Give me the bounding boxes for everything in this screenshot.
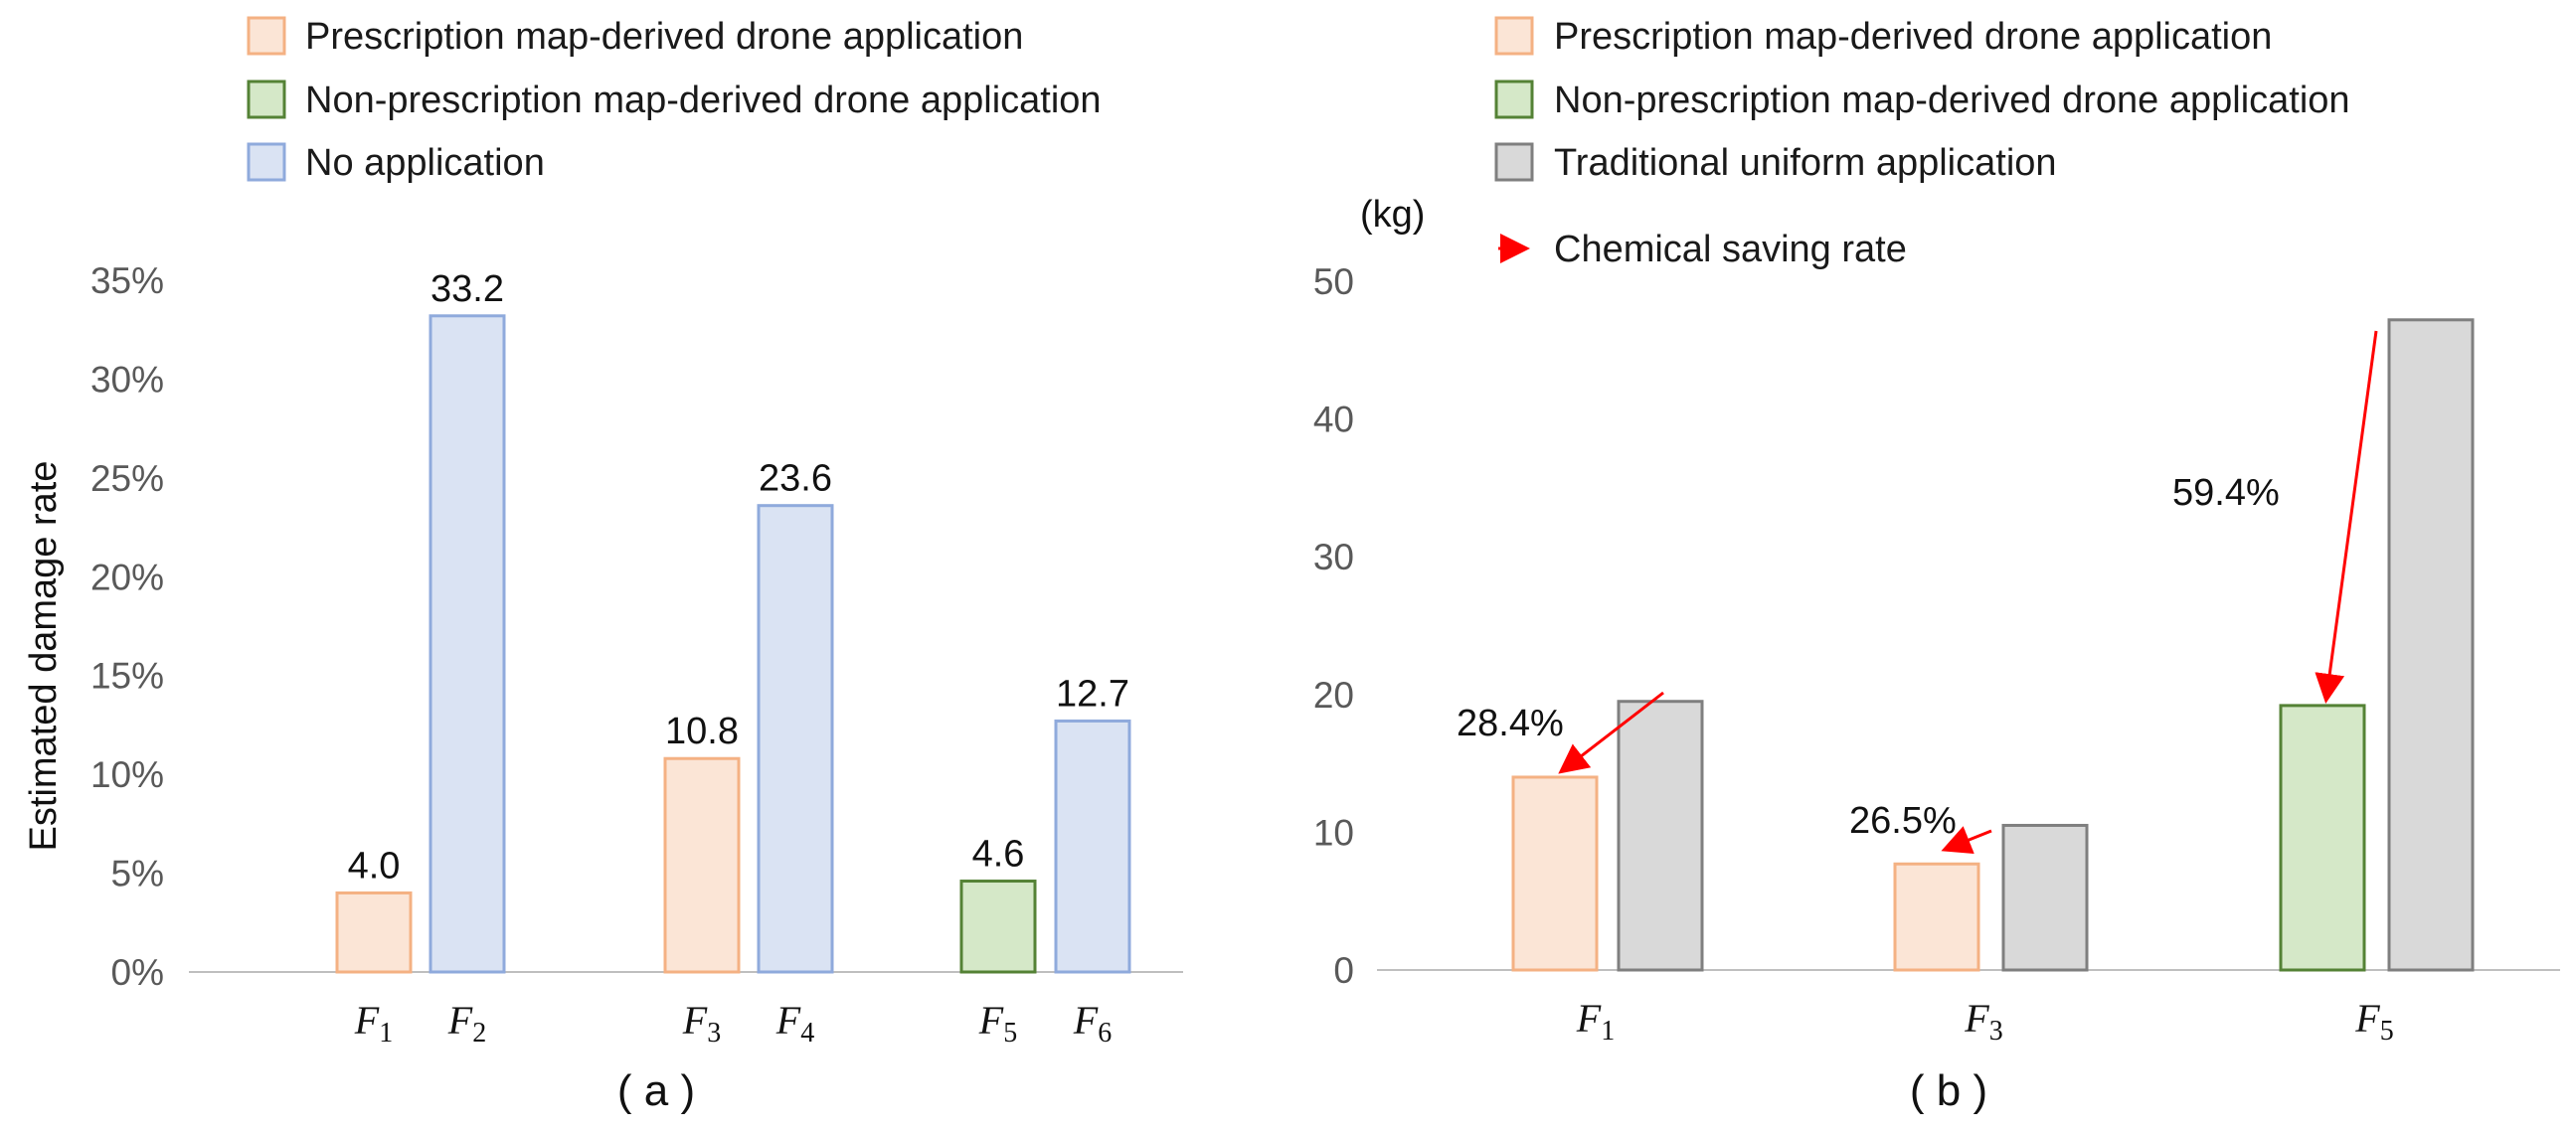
legend-swatch-nonprescription <box>1494 80 1534 119</box>
legend-swatch-uniform <box>1494 142 1534 182</box>
legend-label-nonprescription: Non-prescription map-derived drone appli… <box>1554 80 2350 121</box>
data-label-F1: 4.0 <box>348 845 401 887</box>
x-tick-label: F1 <box>1576 996 1615 1047</box>
x-tick-label: F3 <box>682 998 721 1049</box>
bar-F4 <box>757 504 834 974</box>
y-tick-label: 10% <box>90 754 164 795</box>
x-tick-label: F6 <box>1073 998 1112 1049</box>
y-tick-label: 5% <box>111 854 164 894</box>
data-label-F3: 10.8 <box>665 711 739 752</box>
saving-rate-label-F3: 26.5% <box>1849 800 1957 842</box>
saving-arrow-F1 <box>1558 691 1664 774</box>
x-tick-label: F5 <box>978 998 1017 1049</box>
bar-F2 <box>429 314 506 974</box>
y-tick-label: 30% <box>90 359 164 400</box>
legend-label-prescription: Prescription map-derived drone applicati… <box>1554 16 2272 58</box>
legend-label-nonprescription: Non-prescription map-derived drone appli… <box>305 80 1102 121</box>
x-tick-label: F2 <box>447 998 486 1049</box>
legend-swatch-noapp <box>247 142 286 182</box>
x-tick-label: F1 <box>354 998 393 1049</box>
bar-uniform-F1 <box>1617 700 1704 972</box>
panel-label-b: ( b ) <box>1910 1066 1987 1115</box>
bar-F3 <box>663 756 741 974</box>
bar-drone-F5 <box>2279 704 2366 972</box>
bar-drone-F3 <box>1893 862 1980 972</box>
y-tick-label: 25% <box>90 458 164 499</box>
legend-label-prescription: Prescription map-derived drone applicati… <box>305 16 1023 58</box>
y-unit-label: (kg) <box>1360 194 1425 236</box>
bar-uniform-F3 <box>2001 823 2089 972</box>
y-tick-label: 30 <box>1313 537 1354 577</box>
y-tick-label: 0% <box>111 952 164 993</box>
y-tick-label: 20 <box>1313 675 1354 716</box>
legend-label-uniform: Traditional uniform application <box>1554 142 2057 184</box>
saving-rate-label-F5: 59.4% <box>2172 472 2280 514</box>
bar-F5 <box>959 880 1037 974</box>
data-label-F2: 33.2 <box>430 268 504 310</box>
data-label-F6: 12.7 <box>1056 673 1129 715</box>
y-tick-label: 40 <box>1313 400 1354 440</box>
data-label-F4: 23.6 <box>759 458 832 500</box>
y-tick-label: 15% <box>90 656 164 697</box>
panel-label-a: ( a ) <box>617 1066 695 1115</box>
x-tick-label: F3 <box>1964 996 2002 1047</box>
x-tick-label: F4 <box>775 998 814 1049</box>
y-tick-label: 20% <box>90 557 164 597</box>
legend-swatch-prescription <box>1494 16 1534 56</box>
saving-rate-label-F1: 28.4% <box>1457 703 1564 744</box>
bar-uniform-F5 <box>2387 318 2475 972</box>
y-tick-label: 50 <box>1313 261 1354 302</box>
bar-F1 <box>335 890 413 974</box>
bar-drone-F1 <box>1511 775 1599 972</box>
y-axis-title: Estimated damage rate <box>23 461 65 852</box>
y-tick-label: 0 <box>1333 950 1354 991</box>
data-label-F5: 4.6 <box>972 834 1025 876</box>
legend-label-noapp: No application <box>305 142 545 184</box>
legend-swatch-prescription <box>247 16 286 56</box>
chart-a: Prescription map-derived drone applicati… <box>23 16 1183 1115</box>
chart-b: Prescription map-derived drone applicati… <box>1313 16 2560 1115</box>
y-tick-label: 10 <box>1313 812 1354 853</box>
bar-F6 <box>1054 719 1131 974</box>
x-tick-label: F5 <box>2354 996 2393 1047</box>
saving-arrow-F3 <box>1941 826 1992 855</box>
legend-swatch-nonprescription <box>247 80 286 119</box>
saving-arrow-F5 <box>2315 330 2378 704</box>
legend-label-arrow: Chemical saving rate <box>1554 229 1907 270</box>
y-tick-label: 35% <box>90 260 164 301</box>
